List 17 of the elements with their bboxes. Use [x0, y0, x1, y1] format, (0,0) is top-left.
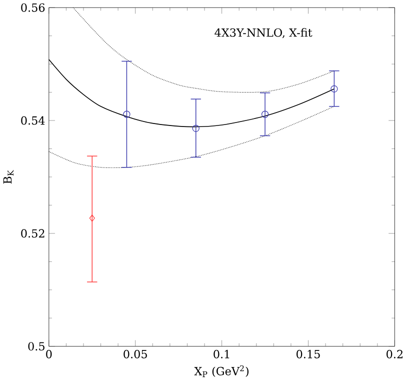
y-tick-label: 0.52: [21, 228, 44, 238]
y-axis-title: B$_{K}$: [3, 170, 14, 184]
y-tick-label: 0.56: [21, 3, 45, 12]
point: [192, 124, 200, 132]
x-tick-label: 0.1: [214, 350, 230, 358]
point: [123, 110, 130, 118]
x-axis-title: X$_{P}$ (GeV$^{2}$): [194, 365, 248, 377]
point: [330, 85, 338, 92]
x-tick-label: 0: [46, 350, 52, 358]
point: [261, 110, 269, 118]
x-tick-label: 0.05: [124, 350, 147, 358]
x-tick-label: 0.2: [386, 350, 403, 358]
y-tick-label: 0.54: [21, 116, 45, 125]
annotation: 4X3Y-NNLO, X-fit: [214, 28, 312, 38]
point: [89, 214, 95, 222]
x-tick-label: 0.15: [296, 350, 320, 358]
y-tick-label: 0.5: [28, 342, 44, 350]
